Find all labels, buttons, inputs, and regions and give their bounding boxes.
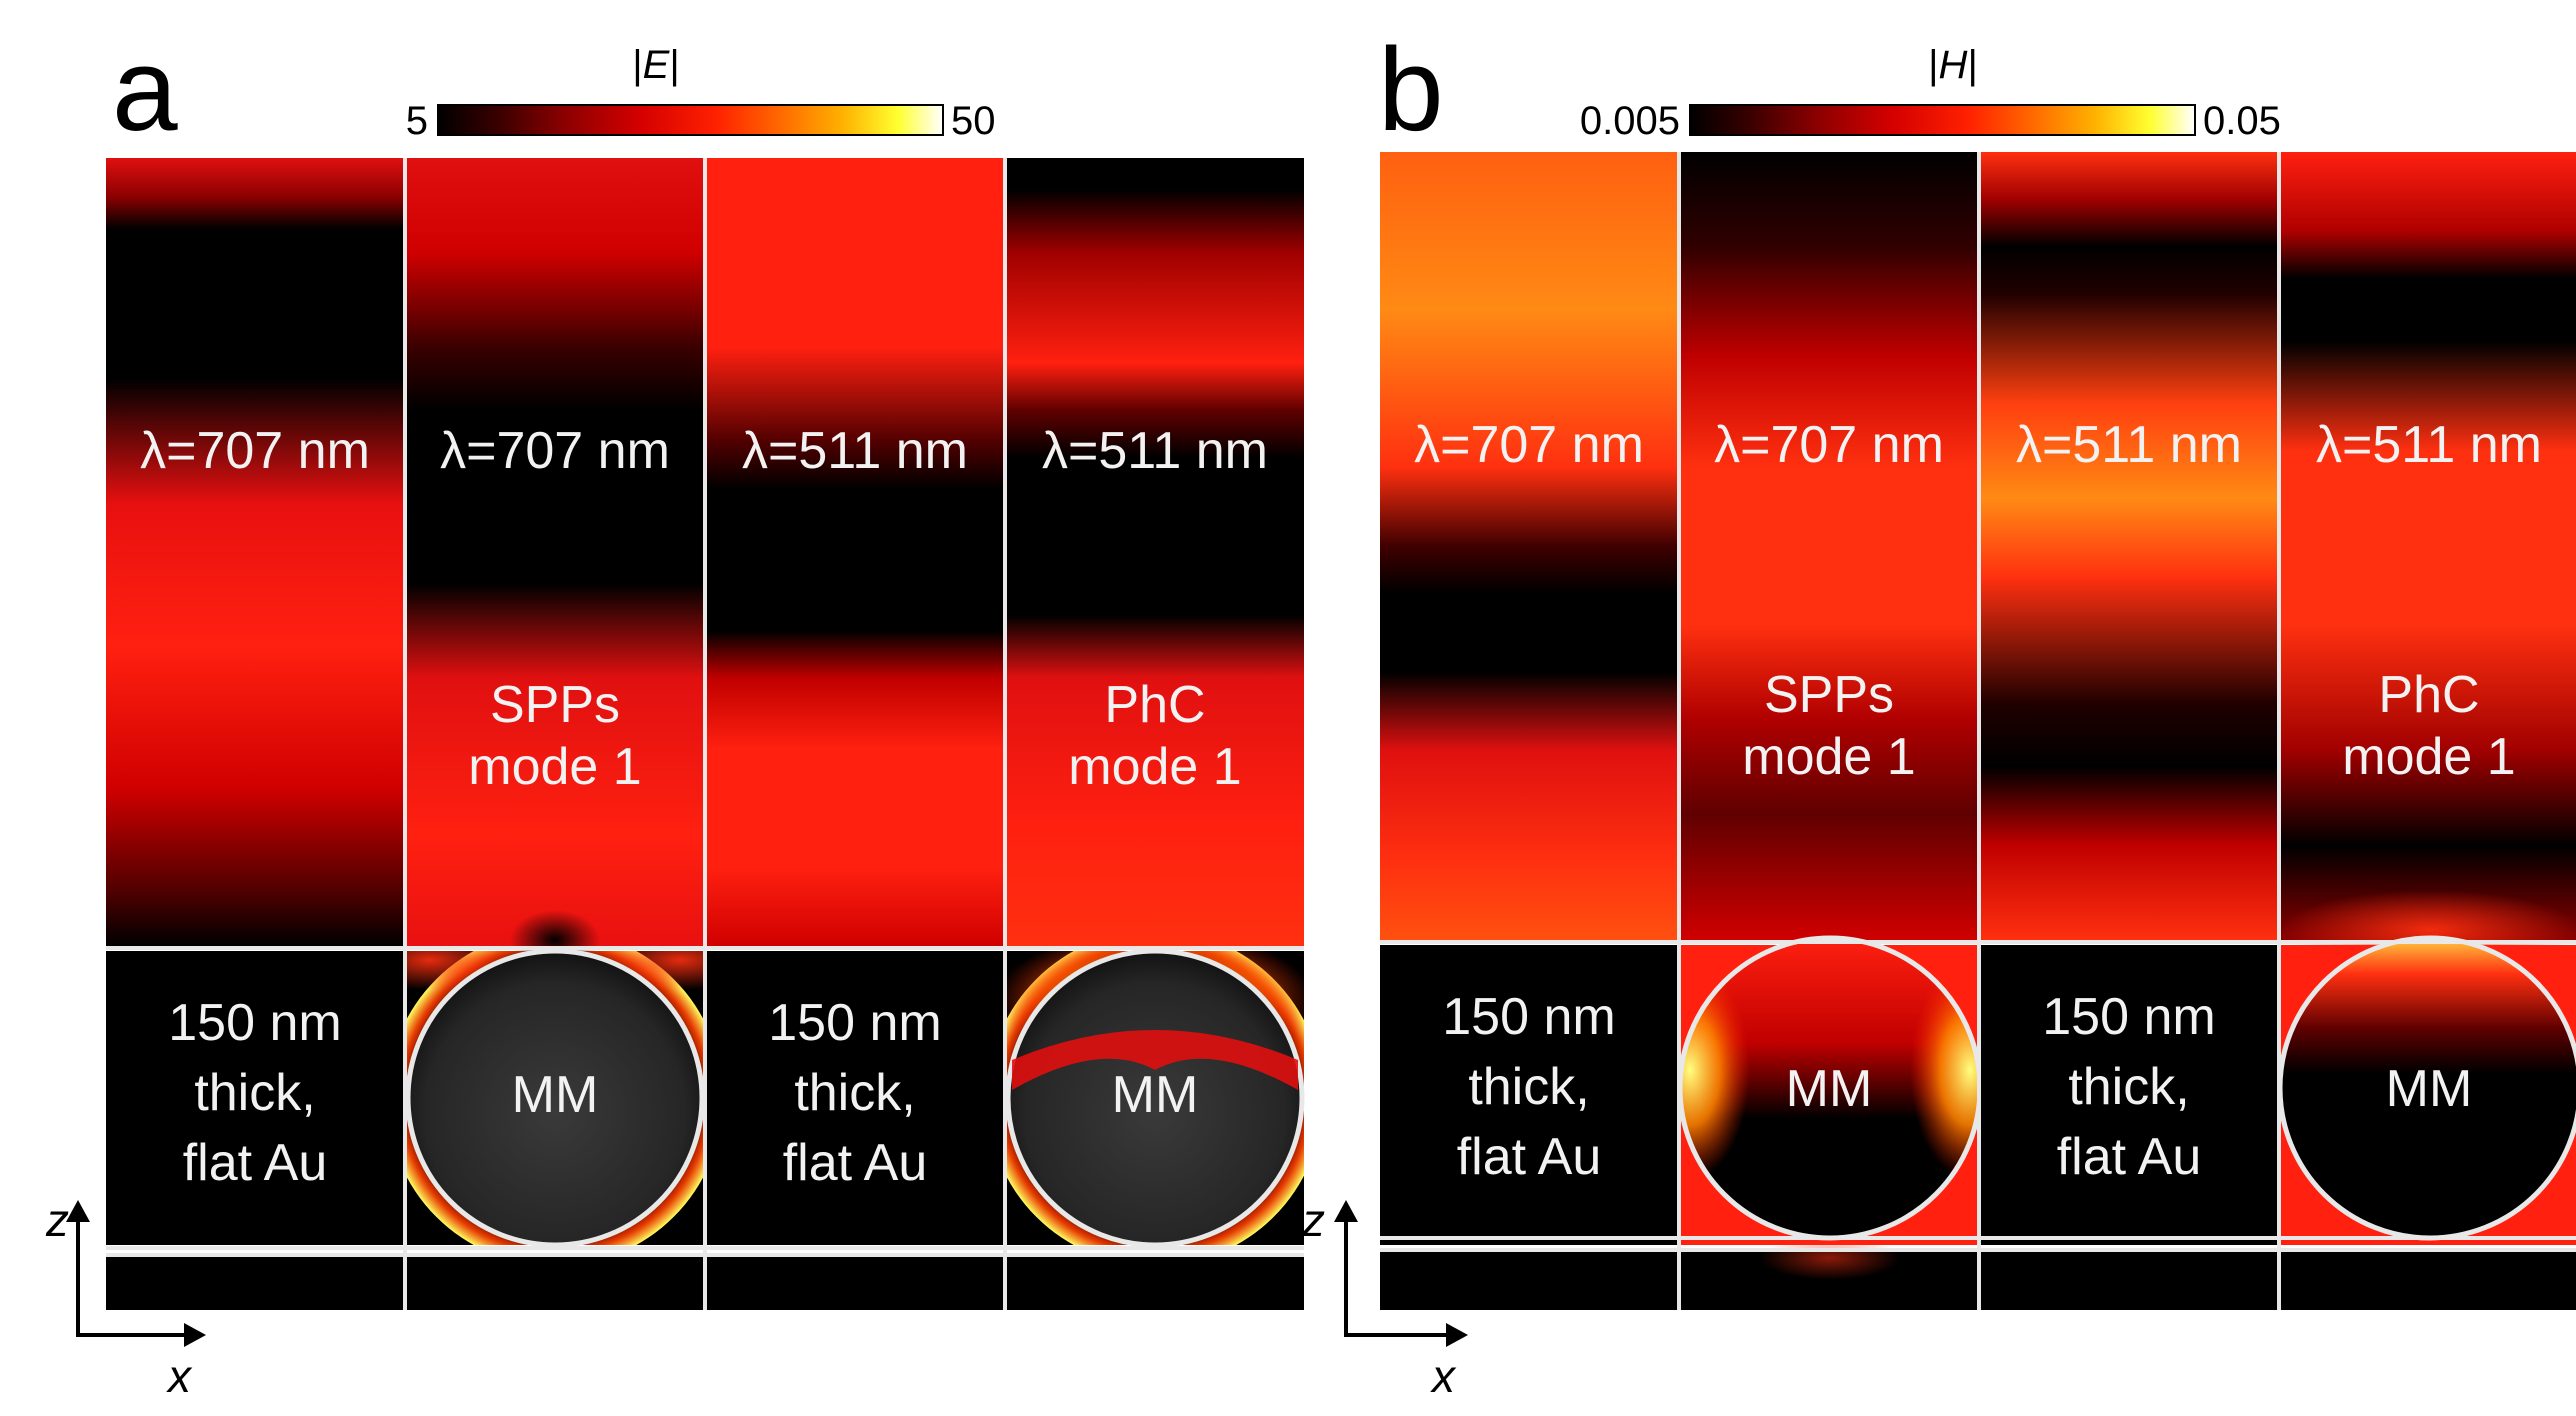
panel-a-col4-wavelength-label: λ=511 nm xyxy=(1042,422,1268,480)
panel-b-col3-slab xyxy=(1980,945,2278,1245)
panel-a-col2-mode-label: SPPs xyxy=(490,676,620,734)
panel-b-col2-wavelength-label: λ=707 nm xyxy=(1714,416,1944,474)
panel-b-axes xyxy=(1334,1200,1468,1347)
panel-b-col1-slab-label-line2: thick, xyxy=(1468,1058,1589,1116)
panel-b-col3-field xyxy=(1980,152,2278,940)
panel-b-col4-mode-label-line2: mode 1 xyxy=(2342,728,2515,786)
panel-a-axes xyxy=(66,1200,206,1347)
panel-b-maps xyxy=(1374,146,2576,1310)
panel-b-col1-field xyxy=(1380,152,1678,940)
panel-b-col1-slab xyxy=(1380,945,1678,1245)
panel-a-colorbar-label: |E| xyxy=(632,43,679,87)
panel-b-col4-sphere-label: MM xyxy=(2386,1060,2473,1118)
panel-b-col3-slab-label: 150 nm xyxy=(2042,988,2215,1046)
panel-a-letter: a xyxy=(112,24,178,156)
panel-a-col1-slab-label-line3: flat Au xyxy=(183,1134,328,1192)
panel-a-col4-field xyxy=(1006,158,1304,946)
panel-b-colorbar: |H| 0.005 0.05 xyxy=(1580,43,2281,143)
panel-a-col3-slab-label-line2: thick, xyxy=(794,1064,915,1122)
panel-b-col2-field xyxy=(1680,152,1978,940)
panel-a-axis-z: z xyxy=(45,1194,69,1246)
panel-a-col1-slab xyxy=(106,951,404,1245)
panel-a-col3-slab-label-line3: flat Au xyxy=(783,1134,928,1192)
panel-b-colorbar-min: 0.005 xyxy=(1580,99,1680,143)
panel-b-axis-z: z xyxy=(1301,1194,1325,1246)
panel-b-colorbar-label: |H| xyxy=(1928,43,1978,87)
panel-b-col3-wavelength-label: λ=511 nm xyxy=(2016,416,2242,474)
panel-b-col4-field xyxy=(2280,152,2576,940)
panel-a-col1-slab-label-line2: thick, xyxy=(194,1064,315,1122)
panel-b-colorbar-max: 0.05 xyxy=(2203,99,2281,143)
panel-b-col4-wavelength-label: λ=511 nm xyxy=(2316,416,2542,474)
panel-a-col2-sphere-label: MM xyxy=(512,1066,599,1124)
panel-a-colorbar-bar xyxy=(437,104,944,136)
panel-a-colorbar: |E| 5 50 xyxy=(406,43,996,143)
panel-b-col1-slab-label-line3: flat Au xyxy=(1457,1128,1602,1186)
panel-b-col2-mode-label: SPPs xyxy=(1764,666,1894,724)
panel-b-col1-wavelength-label: λ=707 nm xyxy=(1414,416,1644,474)
panel-b-colorbar-bar xyxy=(1689,104,2196,136)
panel-a-col1-field xyxy=(106,158,404,946)
panel-a-col2-field xyxy=(406,158,704,946)
panel-a-col4-sphere xyxy=(1005,948,1305,1248)
panel-a-col3-field xyxy=(706,158,1004,946)
panel-a-axis-x: x xyxy=(166,1350,193,1402)
panel-a-colorbar-min: 5 xyxy=(406,99,428,143)
panel-b-col4-mode-label: PhC xyxy=(2378,666,2479,724)
panel-a-col1-wavelength-label: λ=707 nm xyxy=(140,422,370,480)
panel-a-maps xyxy=(100,152,1305,1310)
panel-a-col1-slab-label: 150 nm xyxy=(168,994,341,1052)
panel-b-col2-mode-label-line2: mode 1 xyxy=(1742,728,1915,786)
panel-a-col2-wavelength-label: λ=707 nm xyxy=(440,422,670,480)
panel-a-colorbar-max: 50 xyxy=(951,99,996,143)
panel-a-col2-sphere xyxy=(405,948,705,1248)
panel-b-axis-x: x xyxy=(1430,1350,1457,1402)
panel-b-letter: b xyxy=(1378,24,1444,156)
panel-a-col2-mode-label-line2: mode 1 xyxy=(468,738,641,796)
panel-b-col3-slab-label-line3: flat Au xyxy=(2057,1128,2202,1186)
panel-a-col4-mode-label: PhC xyxy=(1104,676,1205,734)
panel-a-col3-slab xyxy=(706,951,1004,1245)
panel-a-col4-sphere-label: MM xyxy=(1112,1066,1199,1124)
panel-a-col3-slab-label: 150 nm xyxy=(768,994,941,1052)
panel-b-col1-slab-label: 150 nm xyxy=(1442,988,1615,1046)
panel-b-col3-slab-label-line2: thick, xyxy=(2068,1058,2189,1116)
panel-a-col3-wavelength-label: λ=511 nm xyxy=(742,422,968,480)
panel-a-col4-mode-label-line2: mode 1 xyxy=(1068,738,1241,796)
panel-b-col2-sphere-label: MM xyxy=(1786,1060,1873,1118)
